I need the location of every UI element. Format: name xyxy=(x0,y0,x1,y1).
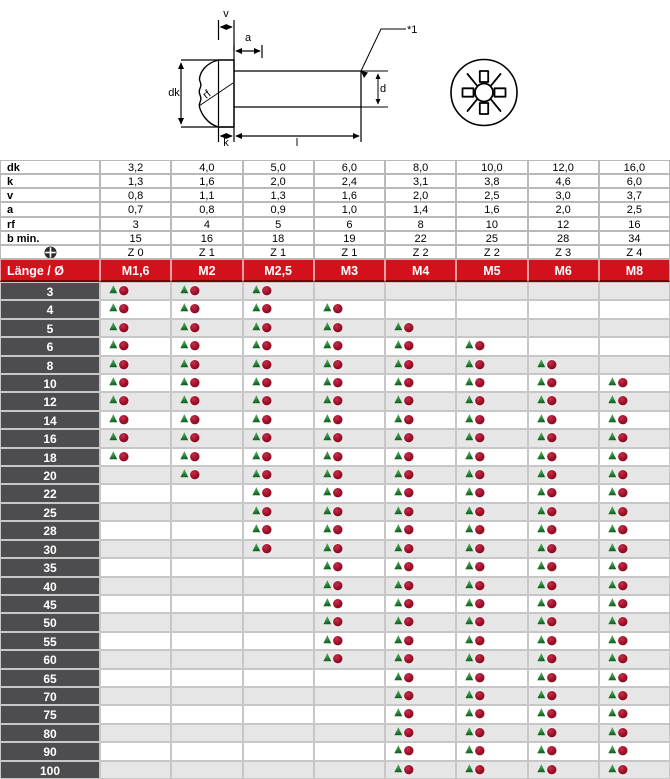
svg-text:l: l xyxy=(296,137,298,149)
svg-text:dk: dk xyxy=(168,87,180,99)
svg-text:rf: rf xyxy=(201,87,215,101)
svg-text:a: a xyxy=(245,32,252,44)
svg-text:*1: *1 xyxy=(407,24,417,36)
svg-text:d: d xyxy=(380,83,386,95)
svg-text:v: v xyxy=(223,8,229,20)
svg-text:k: k xyxy=(223,137,229,149)
